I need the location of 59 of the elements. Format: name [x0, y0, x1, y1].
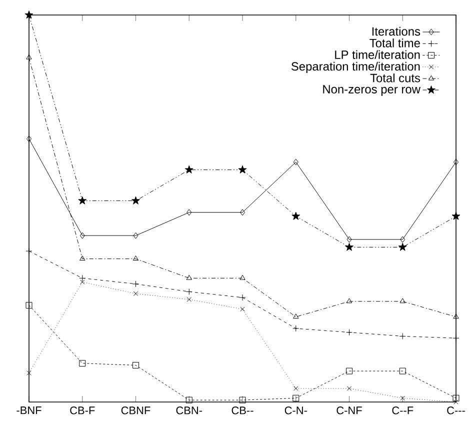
point — [78, 196, 87, 204]
point — [80, 280, 85, 284]
point — [24, 10, 34, 19]
point — [453, 314, 459, 319]
point — [79, 360, 86, 367]
point — [292, 394, 300, 402]
x-tick-label: CBNF — [121, 406, 150, 414]
point — [400, 298, 406, 304]
point — [132, 362, 139, 368]
point — [399, 368, 406, 374]
legend-label: LP time/iteration — [335, 50, 420, 59]
point — [294, 386, 298, 391]
legend-label: Separation time/iteration — [291, 62, 420, 73]
legend-label: Total cuts — [370, 73, 420, 82]
point — [240, 209, 245, 216]
point — [186, 297, 192, 302]
point — [132, 256, 139, 261]
point — [454, 158, 458, 166]
x-tick-label: CB-F — [70, 406, 95, 414]
point — [26, 54, 32, 60]
point — [345, 242, 354, 251]
point — [26, 302, 32, 308]
point — [346, 236, 352, 243]
point — [133, 232, 138, 239]
point — [186, 396, 192, 404]
point — [186, 274, 192, 280]
point — [452, 212, 460, 220]
point — [346, 368, 352, 374]
point — [133, 291, 138, 296]
point — [452, 394, 460, 402]
point — [239, 396, 246, 404]
point — [80, 232, 85, 239]
point — [240, 306, 245, 312]
x-tick-label: CBN- — [176, 406, 202, 414]
point — [26, 370, 32, 376]
x-tick-label: C--- — [447, 406, 465, 414]
x-tick-label: CB-- — [232, 406, 254, 414]
point — [292, 212, 300, 220]
point — [400, 396, 405, 400]
point — [346, 386, 352, 391]
point — [293, 314, 299, 319]
x-tick-label: C-NF — [336, 406, 362, 414]
point — [80, 256, 86, 261]
point — [240, 274, 246, 280]
x-tick-label: -BNF — [16, 406, 42, 414]
point — [132, 196, 140, 204]
x-tick-label: C-N- — [284, 406, 307, 414]
point — [293, 158, 298, 166]
point — [184, 165, 194, 174]
point — [346, 298, 352, 304]
legend-label: Total time — [370, 38, 420, 48]
point — [238, 165, 247, 174]
point — [26, 136, 32, 142]
point — [398, 242, 407, 251]
legend-label: Iterations — [372, 26, 420, 36]
legend-label: Non-zeros per row — [323, 85, 421, 96]
point — [186, 209, 192, 216]
x-tick-label: C--F — [392, 406, 414, 414]
point — [400, 236, 406, 243]
